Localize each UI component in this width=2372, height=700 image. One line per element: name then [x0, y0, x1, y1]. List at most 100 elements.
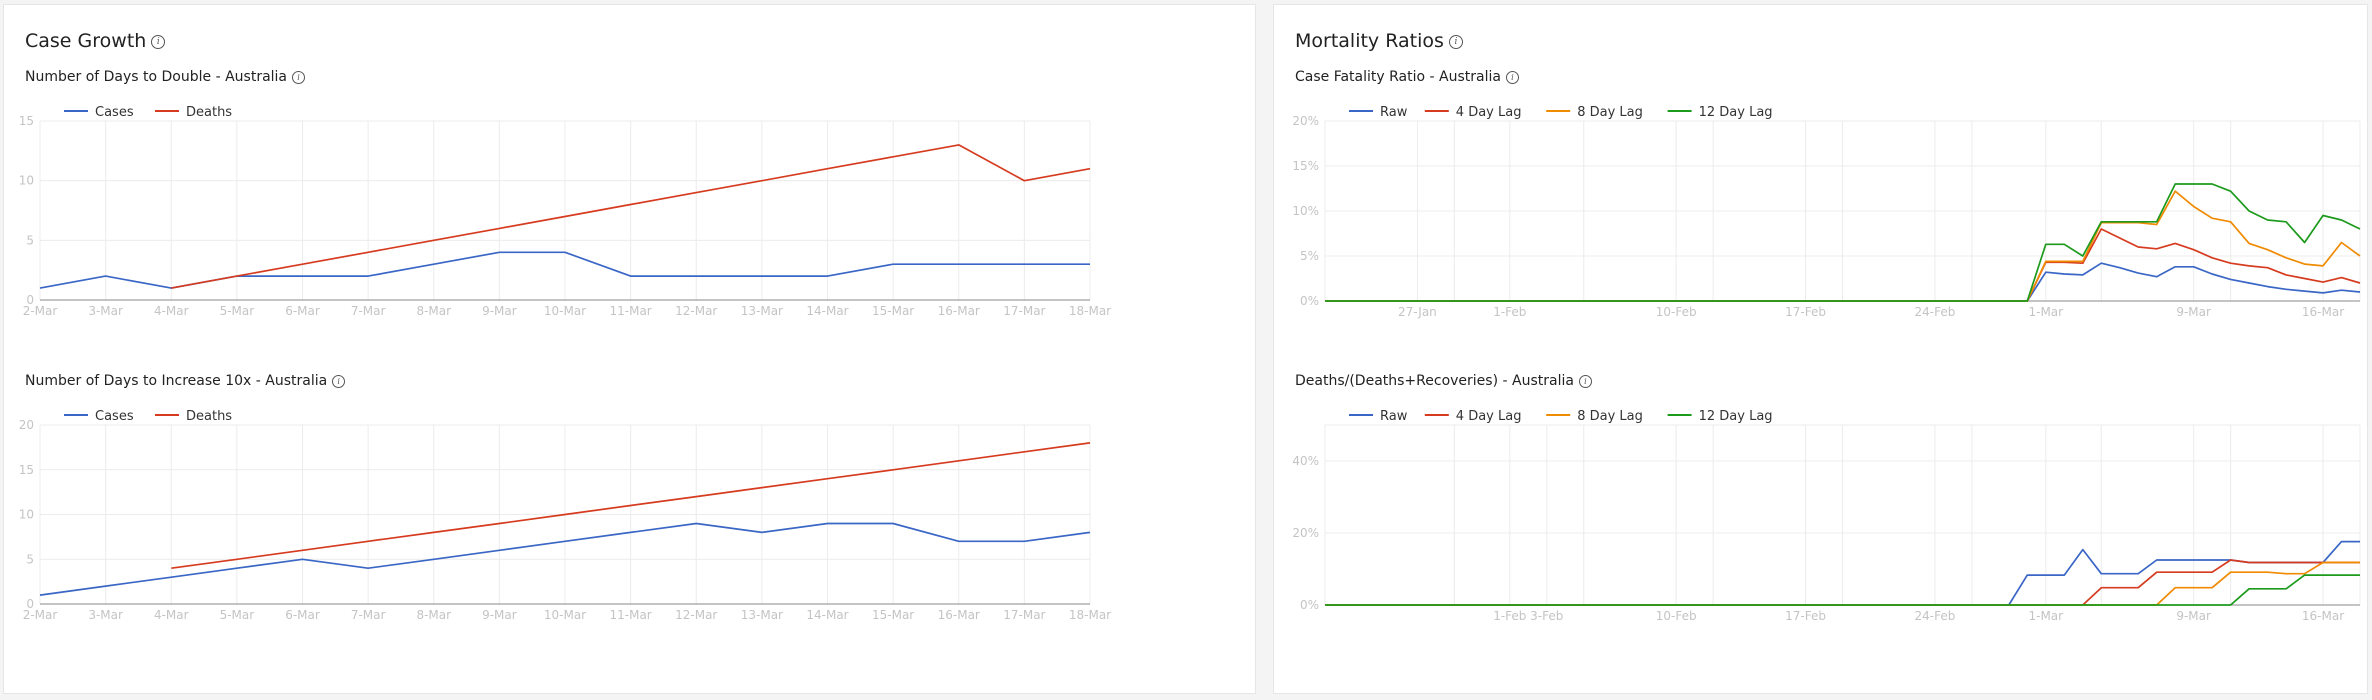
legend-label: Deaths	[186, 105, 232, 120]
x-tick-label: 7-Mar	[351, 304, 386, 318]
x-tick-label: 6-Mar	[285, 304, 320, 318]
x-tick-label: 1-Mar	[2028, 305, 2063, 319]
legend-label: 12 Day Lag	[1699, 105, 1773, 120]
chart-title-recov: Deaths/(Deaths+Recoveries) - Australia i	[1295, 373, 1592, 389]
series-line-4-day-lag[interactable]	[1325, 559, 2360, 606]
y-tick-label: 0	[26, 597, 34, 611]
x-tick-label: 18-Mar	[1069, 304, 1111, 318]
x-tick-label: 1-Feb	[1493, 609, 1526, 623]
y-tick-label: 10	[19, 508, 34, 522]
legend-item-deaths[interactable]: Deaths	[155, 105, 232, 120]
info-icon[interactable]: i	[1505, 70, 1519, 84]
series-line-8-day-lag[interactable]	[1325, 561, 2360, 606]
info-icon[interactable]: i	[332, 374, 346, 388]
x-tick-label: 15-Mar	[872, 608, 914, 622]
y-tick-label: 5	[26, 552, 34, 566]
x-tick-label: 6-Mar	[285, 608, 320, 622]
legend-label: Raw	[1380, 105, 1408, 120]
y-tick-label: 5%	[1300, 249, 1319, 263]
x-tick-label: 1-Feb	[1493, 305, 1526, 319]
y-tick-label: 10%	[1292, 204, 1319, 218]
x-tick-label: 9-Mar	[2176, 609, 2211, 623]
x-tick-label: 10-Mar	[544, 304, 586, 318]
legend-label: Cases	[95, 409, 134, 424]
legend-label: 4 Day Lag	[1456, 409, 1522, 424]
grid-lines	[39, 120, 1091, 301]
legend-label: Deaths	[186, 409, 232, 424]
x-tick-label: 4-Mar	[154, 608, 189, 622]
x-tick-label: 3-Mar	[88, 304, 123, 318]
legend-label: 12 Day Lag	[1699, 409, 1773, 424]
legend-item-8-day-lag[interactable]: 8 Day Lag	[1546, 105, 1643, 120]
grid-lines	[1324, 424, 2361, 606]
legend-item-cases[interactable]: Cases	[64, 409, 134, 424]
legend-item-12-day-lag[interactable]: 12 Day Lag	[1667, 105, 1773, 120]
y-tick-label: 40%	[1292, 454, 1319, 468]
x-tick-label: 14-Mar	[806, 304, 848, 318]
y-tick-label: 15	[19, 114, 34, 128]
x-tick-label: 10-Mar	[544, 608, 586, 622]
x-tick-label: 16-Mar	[2302, 305, 2344, 319]
y-tick-label: 0%	[1300, 598, 1319, 612]
legend-item-8-day-lag[interactable]: 8 Day Lag	[1546, 409, 1643, 424]
x-tick-label: 11-Mar	[610, 304, 652, 318]
y-tick-label: 20%	[1292, 114, 1319, 128]
y-tick-label: 20	[19, 418, 34, 432]
legend-item-4-day-lag[interactable]: 4 Day Lag	[1424, 105, 1522, 120]
x-tick-label: 16-Mar	[938, 304, 980, 318]
series-line-12-day-lag[interactable]	[1325, 574, 2360, 606]
x-tick-label: 9-Mar	[482, 304, 517, 318]
y-tick-label: 10	[19, 174, 34, 188]
series-line-12-day-lag[interactable]	[1325, 183, 2361, 302]
tenx-days-chart: 0 5 10 15 20 2-Mar 3-Mar 4-Mar 5-Mar 6-Mar 7-Mar 8-…	[19, 409, 1111, 622]
mortality-ratios-panel: Mortality Ratios i Case Fatality Ratio - …	[1273, 4, 2368, 694]
x-tick-label: 8-Mar	[416, 304, 451, 318]
x-tick-label: 12-Mar	[675, 304, 717, 318]
series-line-raw[interactable]	[1325, 262, 2361, 302]
x-tick-label: 2-Mar	[23, 304, 58, 318]
series-line-8-day-lag[interactable]	[1325, 190, 2361, 302]
legend-label: 8 Day Lag	[1577, 409, 1643, 424]
legend-item-cases[interactable]: Cases	[64, 105, 134, 120]
x-tick-label: 2-Mar	[23, 608, 58, 622]
x-tick-label: 17-Feb	[1785, 609, 1826, 623]
x-tick-label: 9-Mar	[2176, 305, 2211, 319]
chart-title-tenx: Number of Days to Increase 10x - Austral…	[25, 373, 346, 389]
legend-item-raw[interactable]: Raw	[1349, 409, 1408, 424]
y-tick-label: 20%	[1292, 526, 1319, 540]
series-line-deaths[interactable]	[171, 442, 1091, 570]
x-tick-label: 24-Feb	[1914, 609, 1955, 623]
deaths-recoveries-chart: 0% 20% 40% 1-Feb 3-Feb 10-Feb 17-Feb 24-Feb 1-Ma…	[1292, 409, 2361, 623]
x-tick-label: 3-Mar	[88, 608, 123, 622]
x-tick-label: 17-Mar	[1003, 304, 1045, 318]
y-tick-label: 15%	[1292, 159, 1319, 173]
x-tick-label: 1-Mar	[2028, 609, 2063, 623]
y-tick-label: 15	[19, 463, 34, 477]
legend-label: Cases	[95, 105, 134, 120]
legend-item-12-day-lag[interactable]: 12 Day Lag	[1667, 409, 1773, 424]
grid-lines	[1324, 120, 2361, 302]
x-tick-label: 27-Jan	[1398, 305, 1437, 319]
x-tick-label: 17-Feb	[1785, 305, 1826, 319]
chart-title-cfr: Case Fatality Ratio - Australia i	[1295, 69, 1519, 85]
series-line-deaths[interactable]	[171, 144, 1091, 289]
legend-item-deaths[interactable]: Deaths	[155, 409, 232, 424]
y-tick-label: 5	[26, 233, 34, 247]
x-tick-label: 8-Mar	[416, 608, 451, 622]
y-tick-label: 0%	[1300, 294, 1319, 308]
mortality-ratios-title: Mortality Ratios i	[1295, 30, 1463, 52]
x-tick-label: 16-Mar	[2302, 609, 2344, 623]
chart-title-double: Number of Days to Double - Australia i	[25, 69, 306, 85]
info-icon[interactable]: i	[1578, 374, 1592, 388]
legend-item-4-day-lag[interactable]: 4 Day Lag	[1424, 409, 1522, 424]
info-icon[interactable]: i	[1448, 34, 1463, 49]
series-line-4-day-lag[interactable]	[1325, 228, 2361, 302]
x-tick-label: 12-Mar	[675, 608, 717, 622]
series-line-cases[interactable]	[39, 522, 1091, 596]
x-tick-label: 7-Mar	[351, 608, 386, 622]
double-days-chart: 0 5 10 15 2-Mar 3-Mar 4-Mar 5-Mar 6-Mar 7-Mar 8-Ma…	[19, 105, 1111, 318]
case-growth-panel: Case Growth i Number of Days to Double - …	[3, 4, 1256, 694]
info-icon[interactable]: i	[292, 70, 306, 84]
legend-item-raw[interactable]: Raw	[1349, 105, 1408, 120]
info-icon[interactable]: i	[151, 34, 166, 49]
